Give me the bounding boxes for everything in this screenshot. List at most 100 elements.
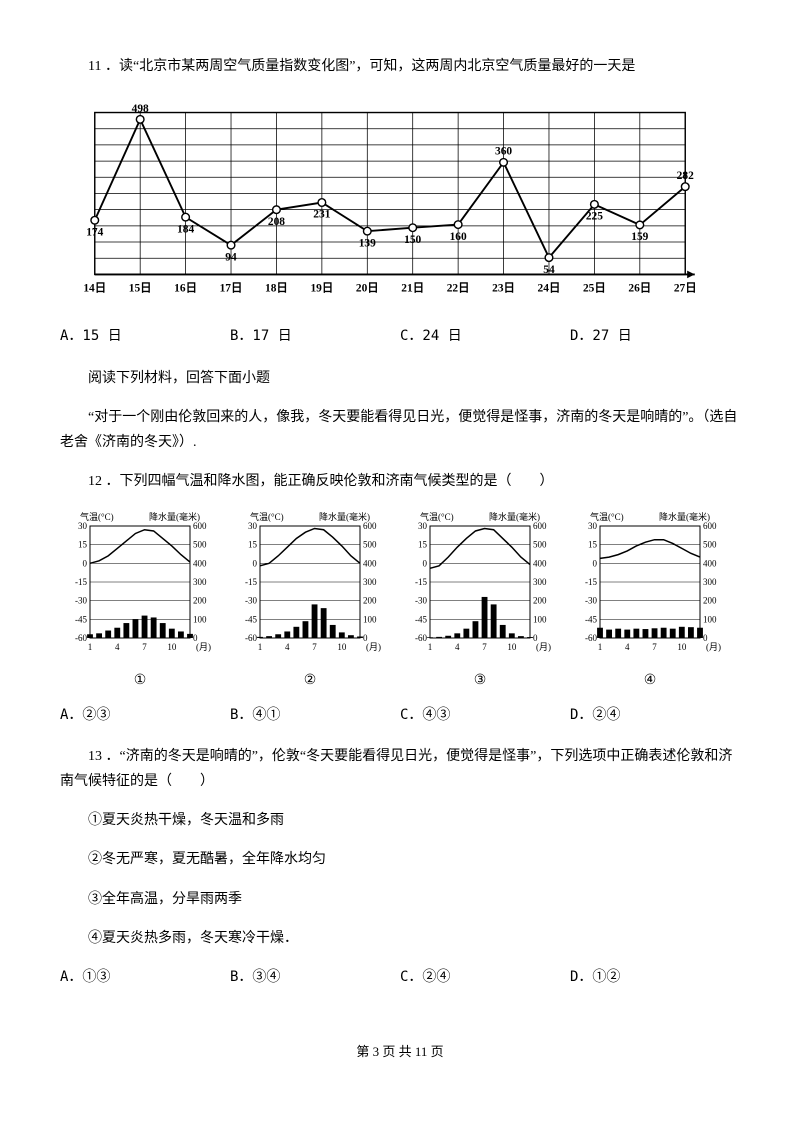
svg-text:231: 231 [313, 209, 330, 221]
svg-text:30: 30 [248, 521, 258, 531]
svg-text:600: 600 [703, 521, 717, 531]
q11-prompt: 11 ．读“北京市某两周空气质量指数变化图”，可知，这两周内北京空气质量最好的一… [60, 54, 740, 79]
svg-text:-30: -30 [585, 596, 597, 606]
climate-row: 30150-15-30-45-606005004003002001000气温(°… [60, 508, 740, 692]
svg-text:15日: 15日 [129, 282, 152, 295]
svg-text:300: 300 [363, 577, 377, 587]
svg-text:24日: 24日 [538, 282, 561, 295]
svg-text:降水量(毫米): 降水量(毫米) [149, 511, 200, 522]
svg-text:1: 1 [428, 642, 433, 652]
q11-opt-b[interactable]: B．17 日 [230, 324, 400, 349]
svg-text:30: 30 [418, 521, 428, 531]
svg-text:300: 300 [533, 577, 547, 587]
svg-text:10: 10 [507, 642, 517, 652]
svg-text:(月): (月) [706, 642, 721, 652]
svg-text:15: 15 [588, 540, 598, 550]
svg-text:500: 500 [533, 540, 547, 550]
passage-intro: 阅读下列材料，回答下面小题 [60, 366, 740, 391]
svg-text:16日: 16日 [174, 282, 197, 295]
svg-text:1: 1 [88, 642, 93, 652]
svg-text:139: 139 [359, 238, 376, 250]
svg-text:17日: 17日 [220, 282, 243, 295]
svg-text:(月): (月) [196, 642, 211, 652]
svg-text:-15: -15 [245, 577, 257, 587]
svg-text:7: 7 [142, 642, 147, 652]
svg-text:159: 159 [631, 231, 648, 243]
svg-text:-60: -60 [585, 633, 597, 643]
svg-text:0: 0 [253, 559, 258, 569]
svg-text:气温(°C): 气温(°C) [250, 511, 284, 522]
svg-text:0: 0 [83, 559, 88, 569]
svg-text:400: 400 [703, 559, 717, 569]
svg-text:360: 360 [495, 146, 512, 158]
svg-text:-60: -60 [245, 633, 257, 643]
svg-text:15: 15 [78, 540, 88, 550]
q13-opt-c[interactable]: C．②④ [400, 965, 570, 990]
svg-text:-30: -30 [415, 596, 427, 606]
svg-text:降水量(毫米): 降水量(毫米) [319, 511, 370, 522]
svg-text:0: 0 [593, 559, 598, 569]
q13-s2: ②冬无严寒，夏无酷暑，全年降水均匀 [60, 847, 740, 872]
svg-text:498: 498 [132, 103, 149, 115]
climate-1: 30150-15-30-45-606005004003002001000气温(°… [60, 508, 220, 692]
svg-text:54: 54 [543, 264, 555, 276]
svg-text:0: 0 [423, 559, 428, 569]
svg-text:600: 600 [533, 521, 547, 531]
svg-text:600: 600 [193, 521, 207, 531]
svg-text:184: 184 [177, 224, 194, 236]
q11-opt-a[interactable]: A．15 日 [60, 324, 230, 349]
q12-opt-a[interactable]: A．②③ [60, 703, 230, 728]
svg-text:7: 7 [482, 642, 487, 652]
q13-opt-a[interactable]: A．①③ [60, 965, 230, 990]
svg-text:-45: -45 [415, 615, 427, 625]
svg-text:26日: 26日 [628, 282, 651, 295]
q12-opt-c[interactable]: C．④③ [400, 703, 570, 728]
climate-3: 30150-15-30-45-606005004003002001000气温(°… [400, 508, 560, 692]
svg-text:15: 15 [418, 540, 428, 550]
svg-text:200: 200 [533, 596, 547, 606]
svg-text:降水量(毫米): 降水量(毫米) [659, 511, 710, 522]
svg-text:-15: -15 [415, 577, 427, 587]
q12-opt-b[interactable]: B．④① [230, 703, 400, 728]
svg-text:30: 30 [78, 521, 88, 531]
q13-s4: ④夏天炎热多雨，冬天寒冷干燥． [60, 926, 740, 951]
q12-options: A．②③ B．④① C．④③ D．②④ [60, 703, 740, 728]
svg-text:4: 4 [285, 642, 290, 652]
svg-text:4: 4 [115, 642, 120, 652]
svg-text:100: 100 [193, 615, 207, 625]
q13-s1: ①夏天炎热干燥，冬天温和多雨 [60, 808, 740, 833]
q13-opt-b[interactable]: B．③④ [230, 965, 400, 990]
svg-text:4: 4 [625, 642, 630, 652]
svg-text:1: 1 [258, 642, 263, 652]
svg-text:气温(°C): 气温(°C) [420, 511, 454, 522]
svg-text:300: 300 [193, 577, 207, 587]
svg-text:-15: -15 [585, 577, 597, 587]
q11-chart: 1744981849420823113915016036054225159282… [60, 103, 720, 303]
q11-opt-d[interactable]: D．27 日 [570, 324, 740, 349]
svg-text:20日: 20日 [356, 282, 379, 295]
svg-text:降水量(毫米): 降水量(毫米) [489, 511, 540, 522]
q12-prompt: 12 ．下列四幅气温和降水图，能正确反映伦敦和济南气候类型的是（ ） [60, 469, 740, 494]
q13-prompt: 13 ．“济南的冬天是响晴的”，伦敦“冬天要能看得见日光，便觉得是怪事”，下列选… [60, 744, 740, 794]
svg-text:10: 10 [167, 642, 177, 652]
svg-text:600: 600 [363, 521, 377, 531]
svg-text:174: 174 [86, 227, 103, 239]
svg-text:气温(°C): 气温(°C) [590, 511, 624, 522]
q12-opt-d[interactable]: D．②④ [570, 703, 740, 728]
svg-text:100: 100 [703, 615, 717, 625]
svg-text:23日: 23日 [492, 282, 515, 295]
svg-text:气温(°C): 气温(°C) [80, 511, 114, 522]
svg-text:208: 208 [268, 216, 285, 228]
svg-text:4: 4 [455, 642, 460, 652]
svg-text:10: 10 [337, 642, 347, 652]
climate-2: 30150-15-30-45-606005004003002001000气温(°… [230, 508, 390, 692]
q11-opt-c[interactable]: C．24 日 [400, 324, 570, 349]
svg-text:-60: -60 [415, 633, 427, 643]
q11-options: A．15 日 B．17 日 C．24 日 D．27 日 [60, 324, 740, 349]
q13-opt-d[interactable]: D．①② [570, 965, 740, 990]
svg-text:(月): (月) [536, 642, 551, 652]
svg-text:225: 225 [586, 211, 603, 223]
svg-text:7: 7 [312, 642, 317, 652]
svg-text:10: 10 [677, 642, 687, 652]
svg-text:400: 400 [363, 559, 377, 569]
